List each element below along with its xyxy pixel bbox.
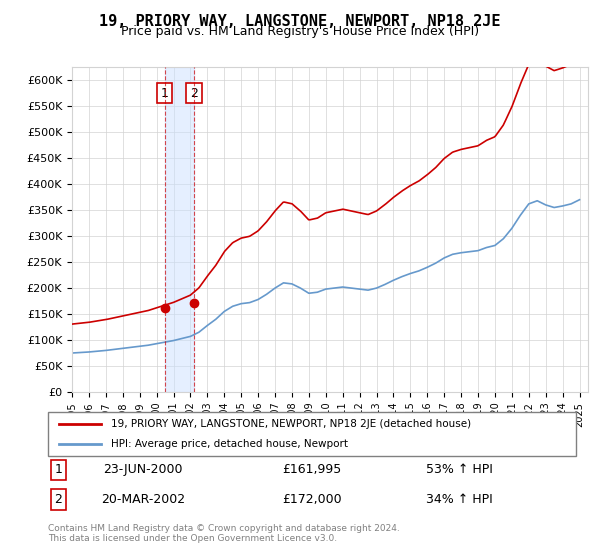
Bar [164, 67, 194, 392]
Text: 1: 1 [161, 87, 169, 100]
Text: 23-JUN-2000: 23-JUN-2000 [103, 464, 183, 477]
Text: Contains HM Land Registry data © Crown copyright and database right 2024.
This d: Contains HM Land Registry data © Crown c… [48, 524, 400, 543]
FancyBboxPatch shape [48, 412, 576, 456]
Text: 2: 2 [190, 87, 198, 100]
Text: £161,995: £161,995 [283, 464, 341, 477]
Text: 20-MAR-2002: 20-MAR-2002 [101, 493, 185, 506]
Text: HPI: Average price, detached house, Newport: HPI: Average price, detached house, Newp… [112, 439, 349, 449]
Text: 19, PRIORY WAY, LANGSTONE, NEWPORT, NP18 2JE (detached house): 19, PRIORY WAY, LANGSTONE, NEWPORT, NP18… [112, 419, 472, 429]
Text: £172,000: £172,000 [282, 493, 342, 506]
Text: Price paid vs. HM Land Registry's House Price Index (HPI): Price paid vs. HM Land Registry's House … [121, 25, 479, 38]
Text: 1: 1 [55, 464, 62, 477]
Text: 2: 2 [55, 493, 62, 506]
Text: 19, PRIORY WAY, LANGSTONE, NEWPORT, NP18 2JE: 19, PRIORY WAY, LANGSTONE, NEWPORT, NP18… [99, 14, 501, 29]
Text: 53% ↑ HPI: 53% ↑ HPI [427, 464, 493, 477]
Text: 34% ↑ HPI: 34% ↑ HPI [427, 493, 493, 506]
